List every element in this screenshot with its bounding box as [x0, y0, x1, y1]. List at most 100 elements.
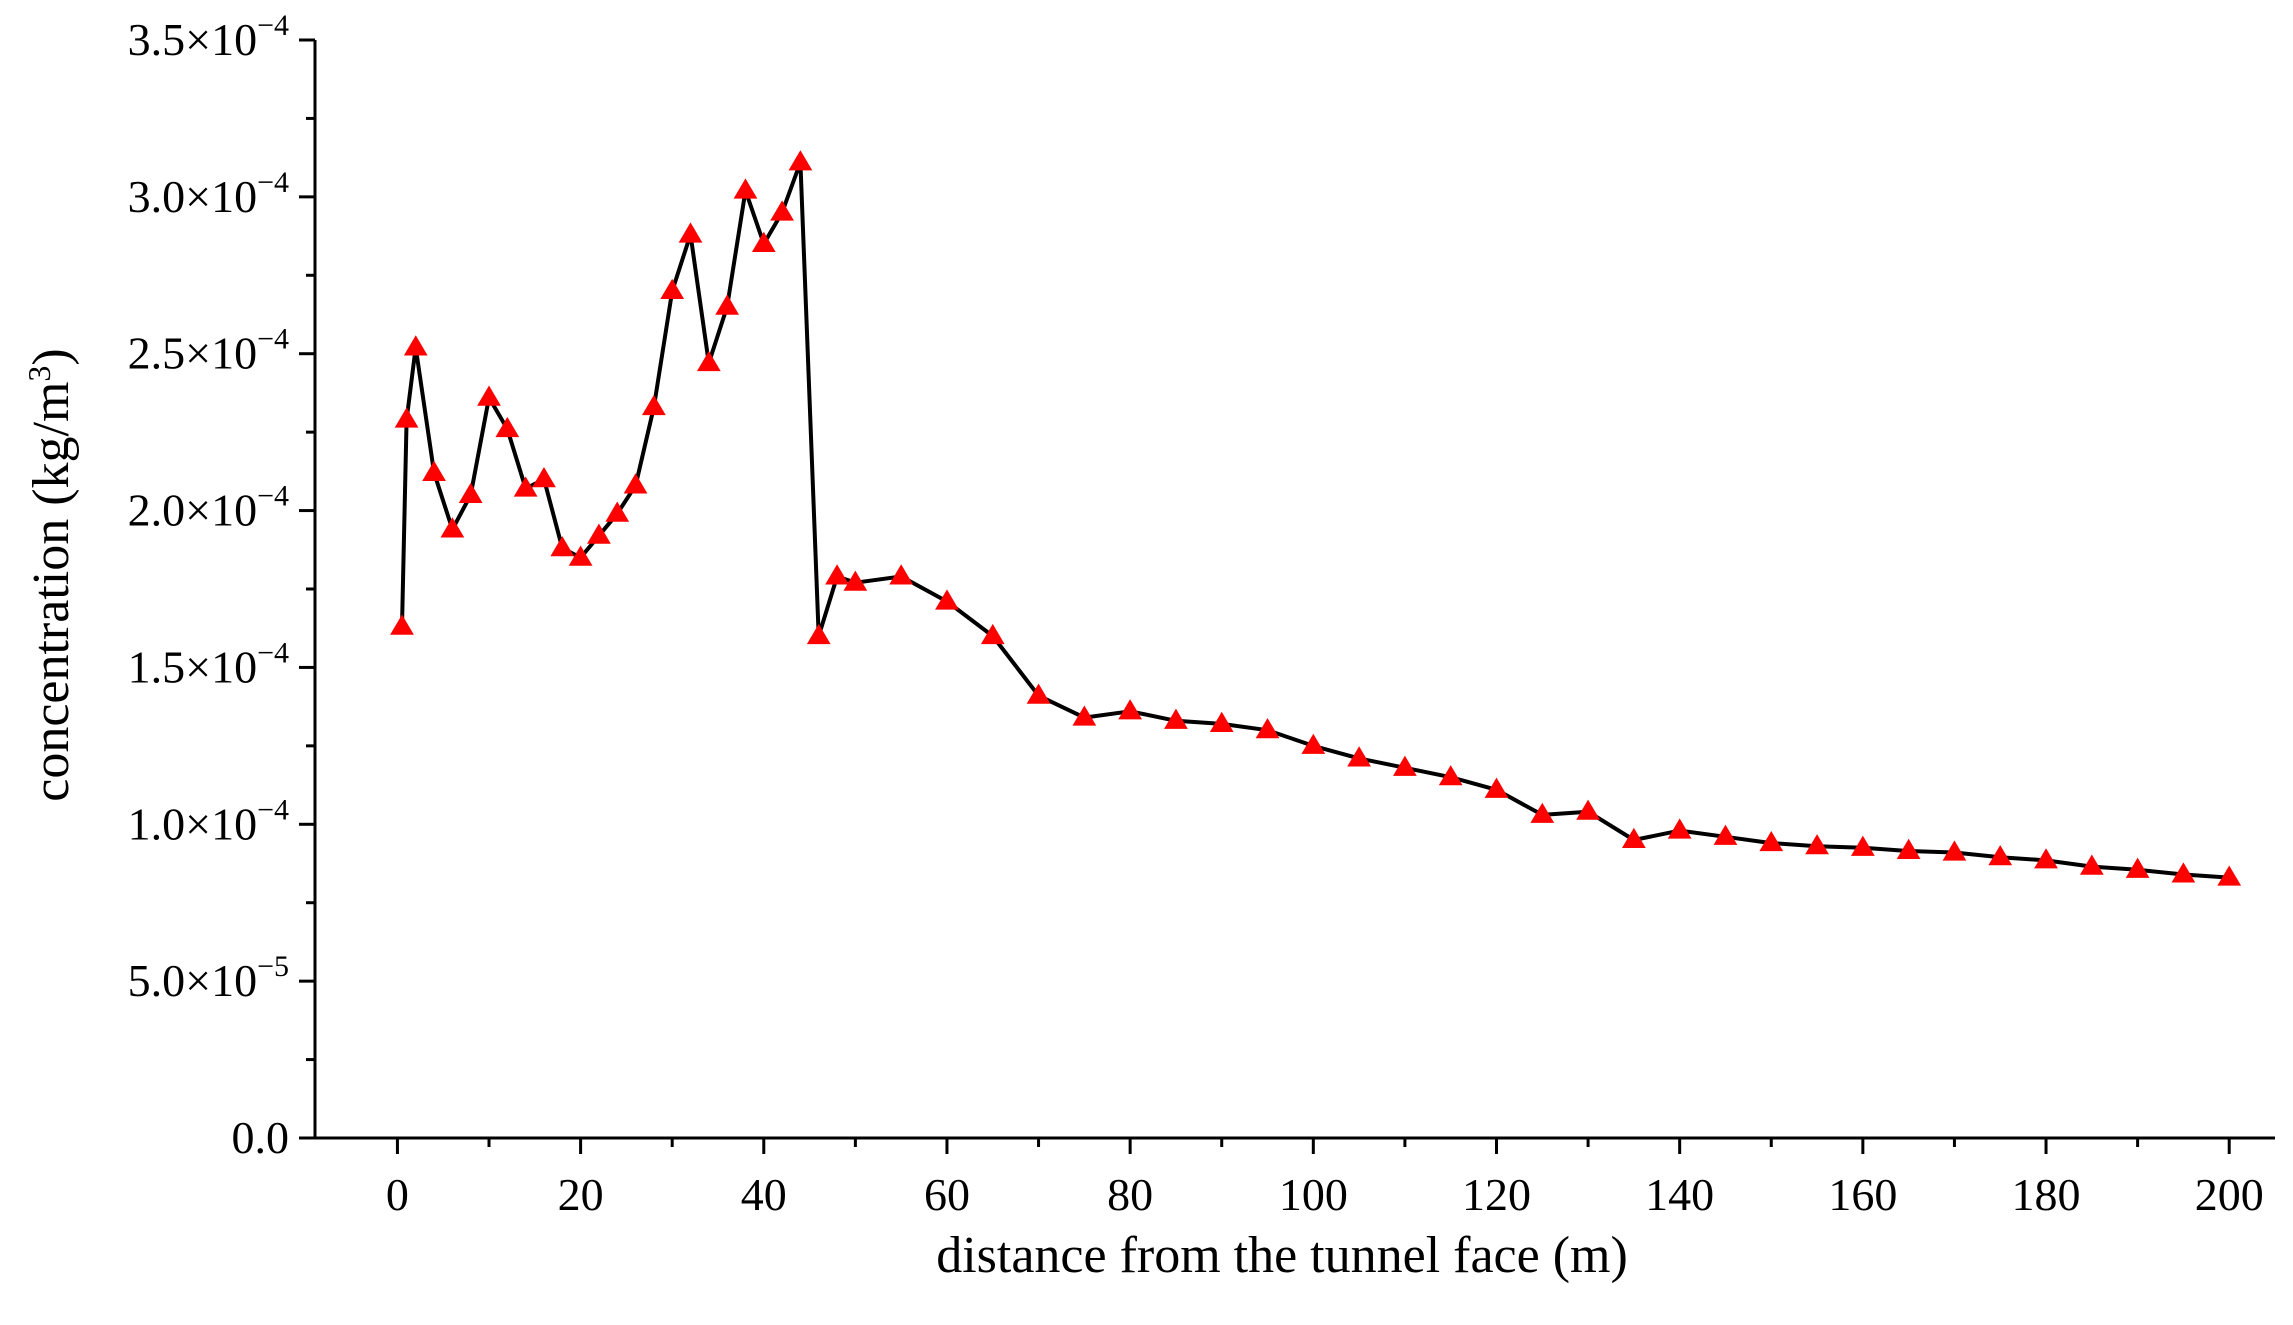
y-axis-ticks: 0.05.0×10−51.0×10−41.5×10−42.0×10−42.5×1…	[128, 9, 315, 1163]
y-tick-mantissa: 1.5×10	[128, 641, 257, 692]
y-tick-label: 2.5×10−4	[128, 323, 289, 379]
data-point	[1026, 683, 1051, 704]
series-layer	[390, 150, 2242, 886]
y-tick-mantissa: 2.0×10	[128, 485, 257, 536]
y-tick-label: 0.0	[232, 1112, 290, 1163]
y-tick-mantissa: 2.5×10	[128, 328, 257, 379]
x-tick-label: 100	[1279, 1169, 1348, 1220]
x-axis-title: distance from the tunnel face (m)	[936, 1227, 1628, 1284]
data-point	[440, 517, 465, 538]
data-point	[513, 476, 538, 497]
data-point	[1530, 802, 1555, 823]
x-tick-label: 40	[741, 1169, 787, 1220]
data-point	[1713, 824, 1738, 845]
data-point	[806, 623, 831, 645]
y-tick-mantissa: 3.0×10	[128, 171, 257, 222]
y-tick-label: 2.0×10−4	[128, 480, 289, 536]
data-point	[587, 523, 611, 544]
data-point	[477, 385, 501, 406]
data-point	[550, 536, 575, 557]
data-point	[495, 416, 520, 438]
y-tick-exponent: −4	[257, 323, 289, 356]
data-point	[2125, 857, 2150, 878]
axes	[313, 40, 2275, 1140]
x-axis-ticks: 0 20 40 60 80 100 120 140 160 180 200	[386, 1138, 2264, 1220]
data-point	[1438, 765, 1463, 786]
data-point	[532, 467, 556, 488]
data-point	[642, 394, 666, 416]
data-point	[1850, 835, 1875, 856]
y-tick-mantissa: 1.0×10	[128, 798, 257, 849]
data-point	[458, 482, 483, 503]
y-tick-exponent: −4	[257, 9, 289, 42]
data-point	[715, 294, 740, 315]
series-line	[400, 160, 2230, 880]
data-point	[1255, 718, 1280, 739]
data-point	[2217, 865, 2242, 886]
x-tick-label: 200	[2195, 1169, 2264, 1220]
y-tick-exponent: −4	[257, 793, 289, 826]
x-tick-label: 180	[2012, 1169, 2081, 1220]
y-tick-mantissa: 5.0×10	[128, 955, 257, 1006]
data-point	[1347, 746, 1371, 767]
data-point	[843, 570, 868, 591]
y-tick-exponent: −4	[257, 166, 289, 199]
data-point	[660, 278, 685, 300]
data-point	[1759, 830, 1784, 852]
y-tick-mantissa: 3.5×10	[128, 14, 257, 65]
data-point	[1667, 818, 1692, 839]
data-point	[1988, 845, 2013, 866]
data-point	[568, 545, 593, 566]
data-point	[1805, 834, 1829, 855]
data-point	[403, 335, 428, 356]
y-axis-title-close: )	[23, 348, 80, 365]
x-tick-label: 140	[1645, 1169, 1714, 1220]
data-point	[1942, 840, 1967, 861]
y-axis-title-main: concentration (kg/m	[23, 382, 80, 802]
data-point	[390, 614, 414, 635]
data-point	[1622, 827, 1646, 849]
y-tick-label: 1.5×10−4	[128, 636, 289, 692]
data-point	[605, 501, 630, 522]
data-point	[1484, 777, 1509, 798]
data-point	[422, 460, 446, 481]
x-tick-label: 20	[558, 1169, 604, 1220]
y-tick-mantissa: 0.0	[232, 1112, 290, 1163]
x-tick-label: 80	[1107, 1169, 1153, 1220]
data-point	[696, 350, 721, 372]
y-tick-label: 1.0×10−4	[128, 793, 289, 849]
data-point	[1209, 711, 1234, 732]
data-point	[394, 407, 419, 428]
data-point	[935, 589, 959, 610]
data-point	[825, 564, 849, 585]
y-tick-exponent: −4	[257, 636, 289, 669]
data-point	[980, 623, 1005, 645]
data-point	[1072, 705, 1097, 726]
data-point	[1164, 708, 1188, 729]
data-point	[678, 222, 703, 243]
x-tick-label: 160	[1828, 1169, 1897, 1220]
x-tick-label: 120	[1462, 1169, 1531, 1220]
data-point	[733, 178, 758, 199]
y-tick-exponent: −4	[257, 480, 289, 513]
data-point	[1896, 838, 1921, 860]
data-point	[2079, 854, 2104, 875]
x-tick-label: 0	[386, 1169, 409, 1220]
y-tick-label: 3.0×10−4	[128, 166, 289, 222]
data-point	[1576, 799, 1600, 820]
data-point	[1301, 733, 1326, 754]
data-point	[770, 200, 794, 221]
data-point	[889, 564, 914, 585]
y-tick-label: 3.5×10−4	[128, 9, 289, 65]
x-tick-label: 60	[924, 1169, 970, 1220]
data-point	[788, 150, 813, 171]
data-point	[1393, 755, 1417, 776]
data-point	[623, 473, 648, 494]
data-point	[2034, 848, 2058, 869]
data-point	[1118, 699, 1143, 720]
y-tick-label: 5.0×10−5	[128, 950, 289, 1006]
data-point	[751, 231, 776, 252]
data-point	[2171, 862, 2196, 883]
